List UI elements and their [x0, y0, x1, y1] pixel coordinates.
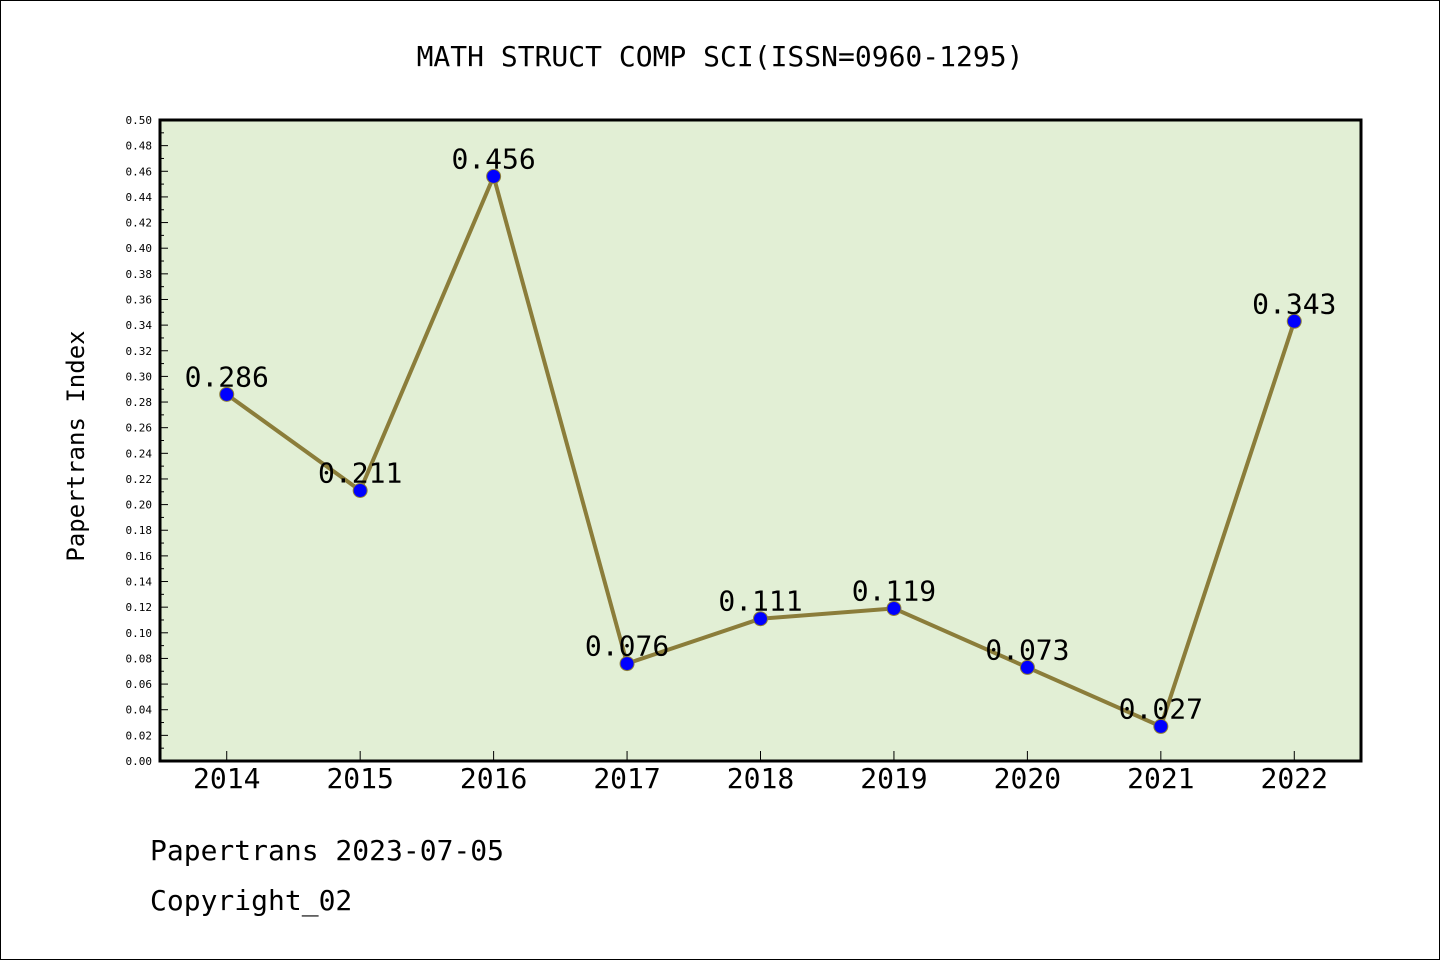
- data-label: 0.456: [451, 142, 535, 175]
- y-tick-label: 0.04: [126, 704, 153, 717]
- x-tick-label: 2014: [193, 762, 260, 795]
- y-tick-label: 0.08: [126, 652, 153, 665]
- series-group: 0.286 0.211 0.456 0.076 0.111 0.119 0.073 0.027…: [185, 142, 1336, 734]
- y-tick-label: 0.38: [126, 268, 153, 281]
- data-label: 0.286: [185, 360, 269, 393]
- y-tick-label: 0.48: [126, 140, 153, 153]
- y-tick-label: 0.40: [126, 242, 153, 255]
- footer-date: Papertrans 2023-07-05: [150, 834, 505, 867]
- y-tick-label: 0.46: [126, 165, 153, 178]
- y-tick-label: 0.18: [126, 524, 153, 537]
- data-point: [486, 168, 502, 184]
- y-tick-label: 0.36: [126, 293, 153, 306]
- x-tick-label: 2019: [860, 762, 927, 795]
- x-axis-ticks: 2014 2015 2016 2017 2018 2019 2020 2021 2022: [193, 751, 1328, 795]
- data-label: 0.211: [318, 456, 402, 489]
- x-tick-label: 2017: [593, 762, 660, 795]
- y-tick-label: 0.02: [126, 729, 153, 742]
- data-point: [352, 482, 368, 498]
- y-axis-label: Papertrans Index: [62, 330, 90, 561]
- data-label: 0.076: [585, 630, 669, 663]
- y-tick-label: 0.10: [126, 627, 153, 640]
- y-tick-label: 0.06: [126, 678, 153, 691]
- data-point: [753, 611, 768, 627]
- data-label: 0.027: [1119, 692, 1203, 725]
- data-label: 0.343: [1252, 287, 1336, 320]
- y-tick-label: 0.32: [126, 345, 153, 358]
- y-axis-ticks: 0.00 0.02 0.04 0.06 0.08 0.10 0.12 0.14 0.16 0.18…: [126, 114, 168, 768]
- data-label: 0.073: [985, 633, 1069, 666]
- x-tick-label: 2018: [727, 762, 794, 795]
- data-point: [1153, 718, 1169, 734]
- x-tick-label: 2021: [1127, 762, 1194, 795]
- x-tick-label: 2020: [994, 762, 1061, 795]
- y-tick-label: 0.42: [126, 217, 153, 230]
- y-tick-label: 0.34: [126, 319, 153, 332]
- y-tick-label: 0.26: [126, 422, 153, 435]
- x-tick-label: 2015: [326, 762, 393, 795]
- data-point: [886, 600, 902, 616]
- chart-title: MATH STRUCT COMP SCI(ISSN=0960-1295): [417, 40, 1024, 73]
- plot-border: [158, 118, 1363, 763]
- y-tick-label: 0.16: [126, 550, 153, 563]
- y-tick-label: 0.28: [126, 396, 153, 409]
- data-label: 0.119: [852, 574, 936, 607]
- data-point: [1286, 313, 1302, 329]
- footer-copyright: Copyright_02: [150, 884, 353, 917]
- y-tick-label: 0.50: [126, 114, 153, 127]
- data-label: 0.111: [718, 585, 802, 618]
- x-tick-label: 2022: [1261, 762, 1328, 795]
- y-tick-label: 0.22: [126, 473, 153, 486]
- y-tick-label: 0.20: [126, 499, 153, 512]
- plot-area: [160, 120, 1361, 761]
- y-tick-label: 0.14: [126, 576, 153, 589]
- y-tick-label: 0.00: [126, 755, 153, 768]
- x-tick-label: 2016: [460, 762, 527, 795]
- data-point: [619, 656, 635, 672]
- data-point: [219, 386, 235, 402]
- y-tick-label: 0.30: [126, 370, 153, 383]
- y-tick-label: 0.44: [126, 191, 153, 204]
- y-tick-label: 0.12: [126, 601, 153, 614]
- y-tick-label: 0.24: [126, 447, 153, 460]
- data-point: [1019, 659, 1035, 675]
